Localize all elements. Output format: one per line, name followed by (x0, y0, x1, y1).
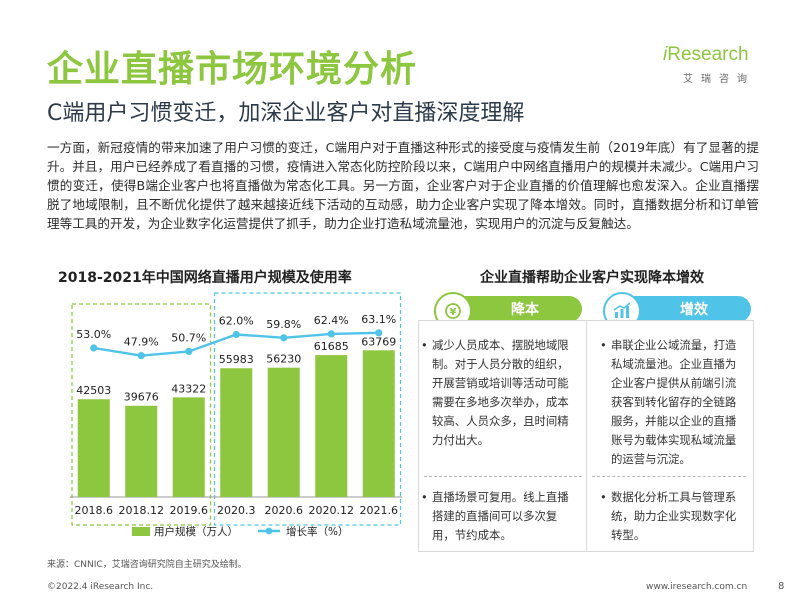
line-value-label: 50.7% (171, 331, 206, 344)
card-divider (424, 476, 582, 477)
cost-reduction-card (418, 320, 588, 552)
x-tick-label: 2020.6 (265, 504, 304, 517)
bullet-dot: • (600, 338, 607, 352)
legend-line-point (265, 527, 273, 535)
logo-brand-i: i (663, 44, 668, 65)
group-dashed-box (71, 303, 212, 526)
cost-reduction-bullet-1: • 减少人员成本、摆脱地域限制。对于人员分散的组织，开展营销或培训等活动可能需要在… (421, 336, 578, 450)
x-tick-label: 2020.3 (217, 504, 256, 517)
line-point (280, 334, 288, 342)
page-title: 企业直播市场环境分析 (47, 49, 418, 90)
bar (220, 368, 253, 497)
line-point (90, 344, 98, 352)
bullet-dot: • (421, 490, 428, 504)
cost-reduction-bullet-2: • 直播场景可复用。线上直播搭建的直播间可以多次复用，节约成本。 (421, 488, 578, 545)
efficiency-label: 增效 (680, 302, 708, 318)
bullet-text: 串联企业公域流量，打造私域流量池。企业直播为企业客户提供从前端引流获客到转化留存… (611, 338, 737, 466)
bar-value-label: 61685 (314, 340, 349, 353)
bar-value-label: 56230 (266, 353, 301, 366)
bar-value-label: 39676 (124, 391, 159, 404)
x-tick-label: 2019.6 (170, 504, 209, 517)
efficiency-bullet-1: • 串联企业公域流量，打造私域流量池。企业直播为企业客户提供从前端引流获客到转化留… (600, 336, 745, 469)
source-note: 来源：CNNIC，艾瑞咨询研究院自主研究及绘制。 (47, 560, 247, 570)
bar (267, 367, 300, 497)
logo-brand: iResearch (663, 44, 749, 66)
efficiency-bullet-2: • 数据化分析工具与管理系统，助力企业实现数字化转型。 (600, 488, 745, 545)
legend-line-label: 增长率（%） (286, 525, 348, 538)
page-number: 8 (778, 581, 785, 592)
page-subtitle: C端用户习惯变迁，加深企业客户对直播深度理解 (47, 101, 525, 126)
line-value-label: 62.0% (219, 315, 254, 328)
chart-title: 2018-2021年中国网络直播用户规模及使用率 (58, 270, 352, 286)
x-tick-label: 2021.6 (360, 504, 399, 517)
cost-reduction-label: 降本 (511, 302, 539, 318)
website-link[interactable]: www.iresearch.com.cn (646, 582, 748, 592)
bullet-text: 减少人员成本、摆脱地域限制。对于人员分散的组织，开展营销或培训等活动可能需要在多… (432, 338, 569, 447)
bar (77, 399, 110, 497)
line-value-label: 53.0% (76, 328, 111, 341)
logo-brand-rest: Research (667, 44, 749, 65)
bar-value-label: 55983 (219, 353, 254, 366)
group-dashed-box (213, 292, 402, 526)
bar (172, 397, 205, 497)
logo-brand-cn: 艾瑞咨询 (683, 74, 755, 85)
copyright: ©2022.4 iResearch Inc. (47, 582, 154, 592)
line-point (375, 329, 383, 337)
bar (362, 350, 395, 497)
legend-bar-swatch (132, 527, 150, 536)
svg-text:¥: ¥ (450, 307, 457, 318)
bar-value-label: 42503 (76, 384, 111, 397)
efficiency-header: 增效 (603, 292, 751, 330)
x-tick-label: 2018.12 (119, 504, 165, 517)
iresearch-logo: iResearch 艾瑞咨询 (663, 44, 763, 85)
line-value-label: 59.8% (266, 318, 301, 331)
x-tick-label: 2018.6 (75, 504, 114, 517)
line-point (232, 330, 240, 339)
bullet-dot: • (421, 338, 428, 352)
bar (315, 355, 348, 497)
line-point (137, 352, 145, 360)
bullet-text: 数据化分析工具与管理系统，助力企业实现数字化转型。 (611, 490, 737, 542)
line-value-label: 47.9% (124, 336, 159, 349)
intro-paragraph: 一方面，新冠疫情的带来加速了用户习惯的变迁，C端用户对于直播这种形式的接受度与疫… (47, 140, 759, 231)
x-tick-label: 2020.12 (309, 504, 355, 517)
bullet-dot: • (600, 490, 607, 504)
bullet-text: 直播场景可复用。线上直播搭建的直播间可以多次复用，节约成本。 (432, 490, 569, 542)
right-panel-title: 企业直播帮助企业客户实现降本增效 (480, 270, 704, 286)
cost-reduction-header: ¥ 降本 (434, 292, 582, 330)
line-point (327, 330, 335, 338)
line-value-label: 62.4% (314, 314, 349, 327)
efficiency-card (586, 320, 754, 552)
legend-bar-label: 用户规模（万人） (154, 525, 238, 538)
line-point (185, 347, 193, 356)
card-divider (592, 476, 746, 477)
line-value-label: 63.1% (361, 313, 396, 326)
bar-value-label: 43322 (171, 382, 206, 395)
user-scale-chart: 42503 39676 43322 55983 56230 61685 63769 53.0%… (70, 292, 403, 538)
bar-value-label: 63769 (361, 335, 396, 348)
bar (125, 405, 158, 497)
